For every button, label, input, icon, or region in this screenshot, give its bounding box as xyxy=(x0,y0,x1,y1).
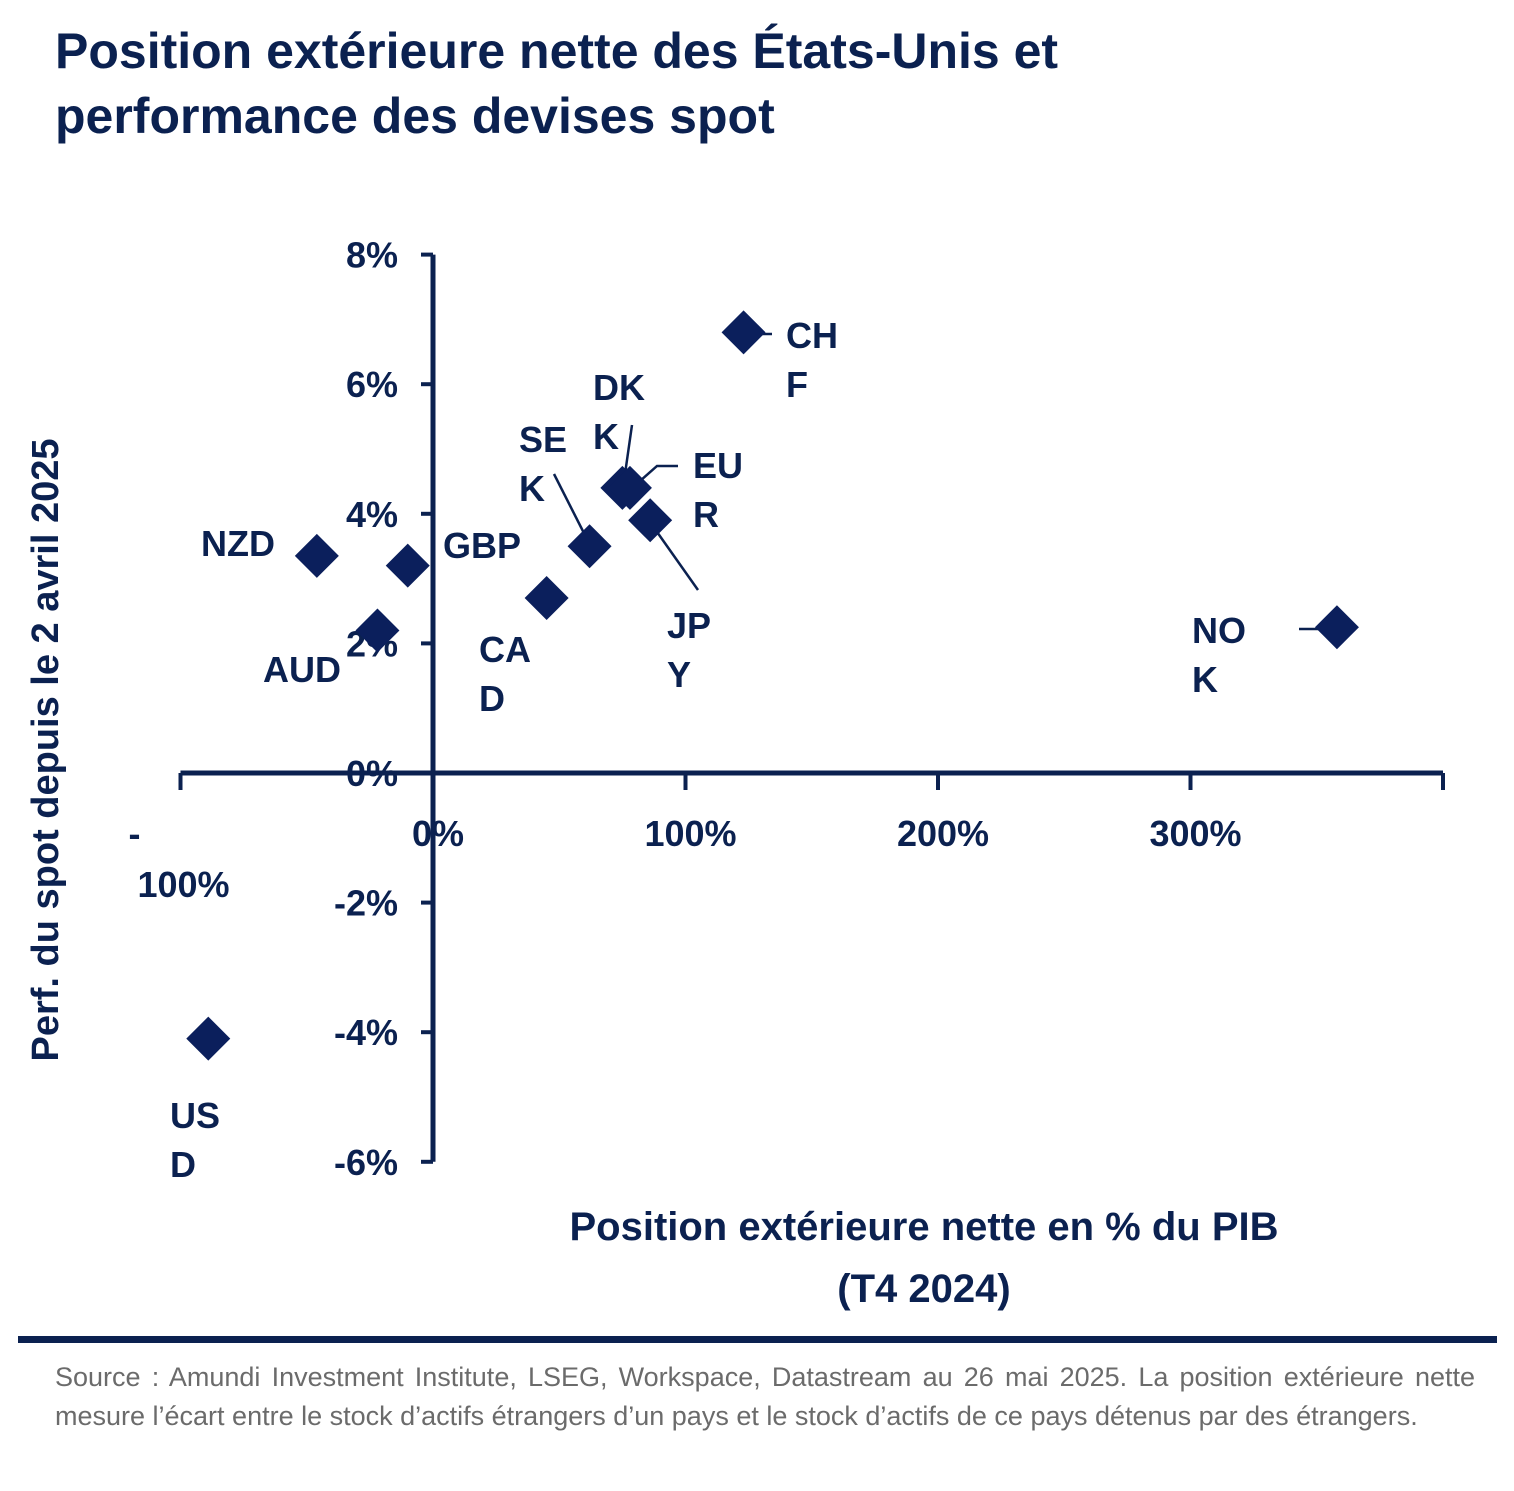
chart-title-line-2: performance des devises spot xyxy=(55,88,775,144)
data-label-jpy: JPY xyxy=(667,605,712,695)
x-tick-label: 0% xyxy=(412,813,464,854)
data-label-eur: EUR xyxy=(693,445,744,535)
data-label-nzd: NZD xyxy=(201,523,275,564)
data-label-gbp: GBP xyxy=(443,525,522,566)
source-note: Source : Amundi Investment Institute, LS… xyxy=(55,1362,1475,1431)
y-tick-label: -4% xyxy=(334,1012,398,1053)
y-tick-label: 4% xyxy=(346,494,398,535)
x-tick-label: -100% xyxy=(129,813,230,905)
y-tick-label: -6% xyxy=(334,1142,398,1183)
data-label-cad: CAD xyxy=(479,629,531,719)
data-point-sek xyxy=(567,524,612,569)
footer-divider xyxy=(18,1336,1497,1343)
x-tick-label: 100% xyxy=(644,813,736,854)
data-point-nok xyxy=(1314,605,1359,650)
data-point-jpy xyxy=(628,498,673,543)
data-point-usd xyxy=(186,1016,231,1061)
data-point-gbp xyxy=(385,543,430,588)
data-label-sek: SEK xyxy=(519,419,568,509)
data-point-aud xyxy=(355,608,400,653)
data-label-nok: NOK xyxy=(1192,610,1246,700)
data-label-aud: AUD xyxy=(263,649,341,690)
data-label-dkk: DKK xyxy=(593,367,645,457)
data-point-cad xyxy=(524,576,569,621)
y-axis-title: Perf. du spot depuis le 2 avril 2025 xyxy=(25,438,67,1061)
data-point-eur xyxy=(607,465,652,510)
data-point-chf xyxy=(721,310,766,355)
x-tick-label: 200% xyxy=(897,813,989,854)
scatter-chart: Position extérieure nette des États-Unis… xyxy=(25,23,1445,1311)
y-tick-label: 6% xyxy=(346,364,398,405)
data-label-chf: CHF xyxy=(786,315,838,405)
x-tick-label: 300% xyxy=(1149,813,1241,854)
y-tick-label: 8% xyxy=(346,235,398,276)
y-tick-label: -2% xyxy=(334,883,398,924)
x-axis-title-line-2: (T4 2024) xyxy=(837,1267,1010,1311)
y-tick-label: 0% xyxy=(346,753,398,794)
data-label-usd: USD xyxy=(170,1095,221,1185)
x-axis-title-line-1: Position extérieure nette en % du PIB xyxy=(569,1205,1278,1249)
chart-title-line-1: Position extérieure nette des États-Unis… xyxy=(55,23,1058,79)
data-point-nzd xyxy=(294,533,339,578)
